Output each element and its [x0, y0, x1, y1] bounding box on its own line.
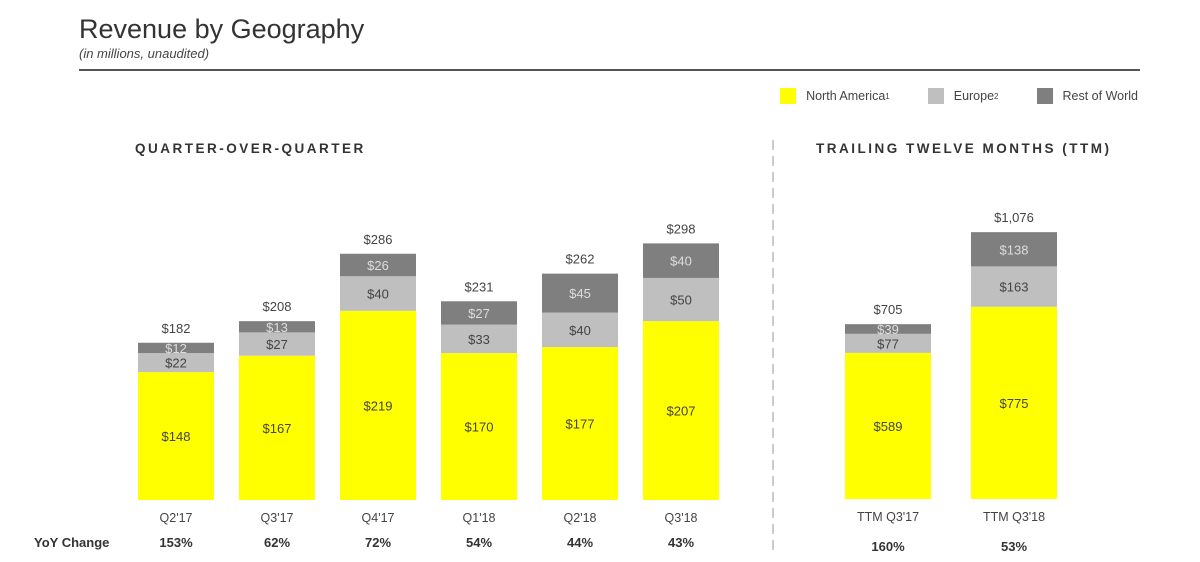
bar-total-label: $182	[162, 321, 191, 336]
bar-north-america	[239, 355, 315, 500]
bar-rest-of-world	[542, 273, 618, 313]
bar-total-label: $208	[263, 299, 292, 314]
x-tick-label: Q3'17	[261, 511, 294, 525]
bar-europe	[441, 324, 517, 354]
bar-north-america	[340, 310, 416, 500]
legend-swatch	[1036, 88, 1053, 104]
bar-value-label: $50	[670, 293, 692, 308]
x-tick-label: Q3'18	[665, 511, 698, 525]
bar-total-label: $298	[667, 221, 696, 236]
bar-north-america	[845, 352, 931, 499]
bar-europe	[239, 332, 315, 356]
bar-europe	[138, 353, 214, 373]
bar-value-label: $33	[468, 332, 490, 347]
bar-value-label: $40	[367, 287, 389, 302]
bar-value-label: $40	[670, 254, 692, 269]
bar-value-label: $27	[468, 306, 490, 321]
bar-value-label: $12	[165, 341, 187, 356]
bar-value-label: $148	[162, 429, 191, 444]
legend-swatch	[780, 88, 797, 104]
bar-value-label: $163	[1000, 280, 1029, 295]
legend-footnote: 1	[885, 91, 890, 101]
x-tick-label: Q2'18	[564, 511, 597, 525]
bar-north-america	[441, 353, 517, 500]
bar-rest-of-world	[441, 301, 517, 325]
bar-value-label: $22	[165, 356, 187, 371]
x-tick-label: TTM Q3'17	[857, 510, 919, 524]
bar-europe	[542, 312, 618, 348]
bar-north-america	[542, 347, 618, 500]
yoy-change-value: 54%	[466, 535, 492, 550]
yoy-change-value: 153%	[159, 535, 193, 550]
yoy-change-value: 44%	[567, 535, 593, 550]
bar-rest-of-world	[138, 342, 214, 354]
bar-total-label: $705	[874, 302, 903, 317]
x-tick-label: Q2'17	[160, 511, 193, 525]
x-tick-label: TTM Q3'18	[983, 510, 1045, 524]
page-title: Revenue by Geography	[79, 14, 365, 44]
yoy-change-value: 43%	[668, 535, 694, 550]
bar-value-label: $167	[263, 421, 292, 436]
bar-rest-of-world	[643, 243, 719, 278]
bar-value-label: $40	[569, 323, 591, 338]
bar-rest-of-world	[845, 324, 931, 334]
yoy-change-value: 72%	[365, 535, 391, 550]
legend-item-europe: Europe 2	[927, 88, 999, 104]
yoy-change-value: 53%	[1001, 539, 1027, 554]
bar-value-label: $26	[367, 258, 389, 273]
bar-europe	[845, 333, 931, 353]
bar-value-label: $589	[874, 419, 903, 434]
yoy-change-label: YoY Change	[34, 535, 109, 550]
bar-value-label: $45	[569, 286, 591, 301]
bar-rest-of-world	[971, 232, 1057, 267]
bar-value-label: $13	[266, 320, 288, 335]
bar-value-label: $77	[877, 336, 899, 351]
bar-value-label: $27	[266, 337, 288, 352]
bar-north-america	[138, 372, 214, 500]
bar-value-label: $219	[364, 398, 393, 413]
ttm-section-title: TRAILING TWELVE MONTHS (TTM)	[816, 141, 1112, 156]
bar-value-label: $775	[1000, 396, 1029, 411]
x-tick-label: Q1'18	[463, 511, 496, 525]
x-tick-label: Q4'17	[362, 511, 395, 525]
bar-total-label: $231	[465, 279, 494, 294]
qoq-section-title: QUARTER-OVER-QUARTER	[135, 141, 366, 156]
bar-value-label: $138	[1000, 242, 1029, 257]
legend-label: Rest of World	[1062, 89, 1139, 103]
legend-item-north-america: North America 1	[780, 88, 890, 104]
bar-north-america	[643, 321, 719, 500]
bar-total-label: $286	[364, 232, 393, 247]
legend-label: Europe	[953, 89, 995, 103]
yoy-change-value: 62%	[264, 535, 290, 550]
bar-value-label: $177	[566, 417, 595, 432]
legend-label: North America	[806, 89, 886, 103]
yoy-change-value: 160%	[871, 539, 905, 554]
page-subtitle: (in millions, unaudited)	[79, 46, 210, 61]
bar-rest-of-world	[239, 321, 315, 333]
bar-value-label: $39	[877, 322, 899, 337]
bar-total-label: $262	[566, 252, 595, 267]
bar-north-america	[971, 306, 1057, 499]
title-divider	[79, 69, 1140, 71]
bar-value-label: $207	[667, 404, 696, 419]
bar-europe	[340, 276, 416, 311]
legend-swatch	[927, 88, 944, 104]
bar-rest-of-world	[340, 253, 416, 277]
bar-total-label: $1,076	[994, 210, 1034, 225]
bar-value-label: $170	[465, 420, 494, 435]
bar-europe	[971, 266, 1057, 307]
legend: North America 1 Europe 2 Rest of World	[742, 88, 1138, 104]
bar-europe	[643, 277, 719, 322]
legend-footnote: 2	[994, 91, 999, 101]
legend-item-rest-of-world: Rest of World	[1036, 88, 1139, 104]
